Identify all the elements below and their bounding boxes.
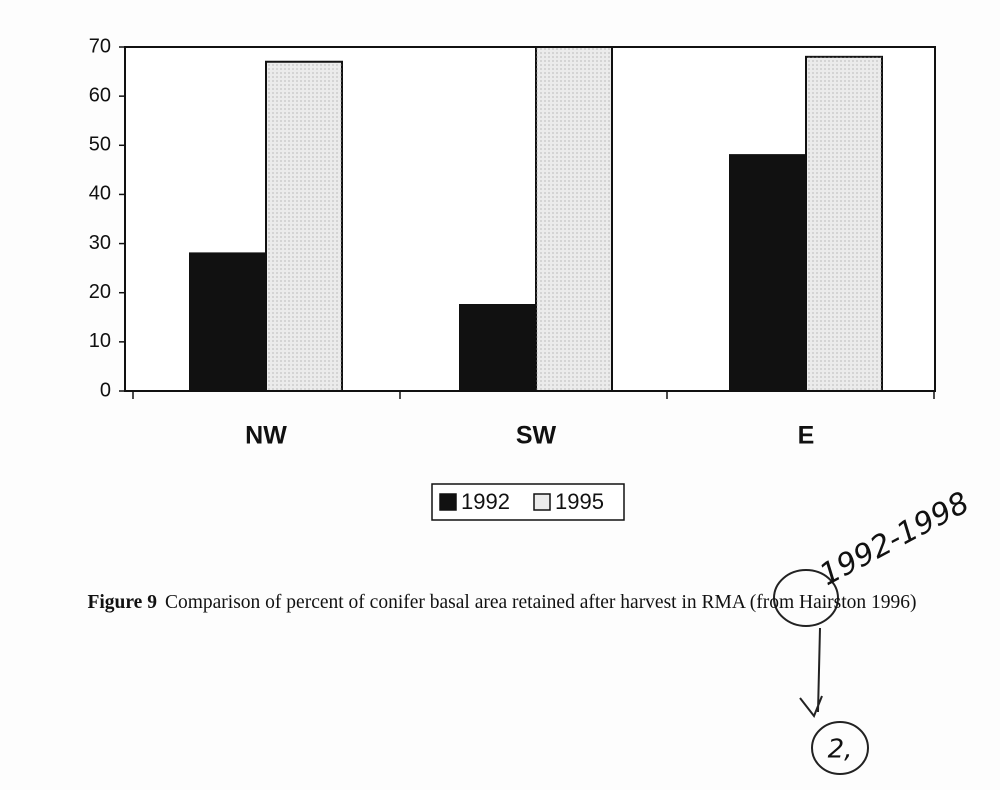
legend-swatch xyxy=(533,493,551,511)
legend-swatch xyxy=(439,493,457,511)
y-tick-label: 40 xyxy=(89,183,111,205)
y-tick-label: 20 xyxy=(89,281,111,303)
bar xyxy=(729,154,807,392)
bar-texture xyxy=(266,61,342,391)
y-tick-label: 0 xyxy=(100,379,111,401)
caption-label: Figure 9 xyxy=(87,592,157,613)
bar-texture xyxy=(536,47,612,391)
legend-label: 1995 xyxy=(555,489,604,514)
x-tick-label: E xyxy=(798,422,815,450)
handwritten-note: 1992-1998 xyxy=(814,485,975,593)
handwritten-arrow xyxy=(799,627,823,718)
bar-texture xyxy=(806,56,882,391)
y-tick-label: 30 xyxy=(89,232,111,254)
caption: Figure 9 Comparison of percent of conifer… xyxy=(12,588,992,618)
y-tick-label: 60 xyxy=(89,84,111,106)
bar xyxy=(459,304,537,392)
x-tick-label: SW xyxy=(516,422,557,450)
y-tick-label: 50 xyxy=(89,134,111,156)
y-tick-label: 10 xyxy=(89,330,111,352)
x-tick-label: NW xyxy=(245,422,287,450)
caption-text: Comparison of percent of conifer basal a… xyxy=(164,592,917,613)
legend-box xyxy=(431,483,625,521)
bar xyxy=(189,252,267,392)
handwritten-circle xyxy=(811,721,869,775)
handwritten-circle xyxy=(773,569,839,627)
y-tick-label: 70 xyxy=(89,35,111,57)
handwritten-note: 2, xyxy=(828,735,853,765)
legend-label: 1992 xyxy=(461,489,510,514)
